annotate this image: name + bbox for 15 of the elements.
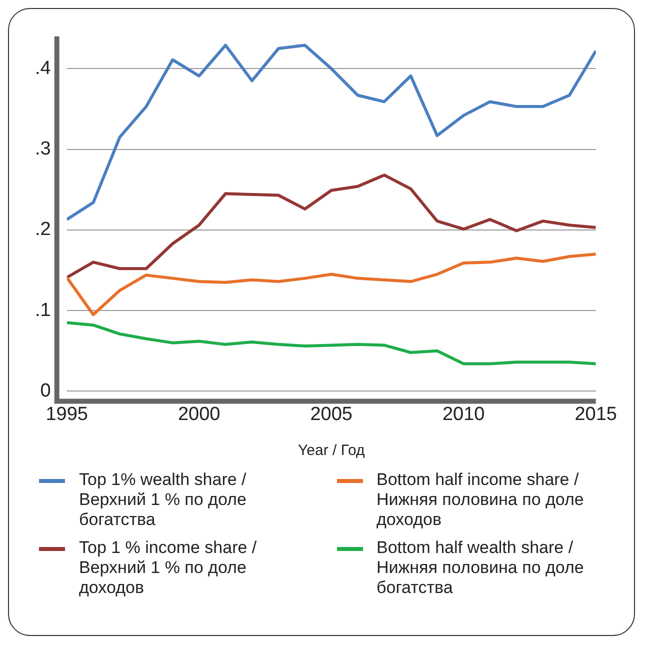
- legend-label: Bottom half income share / Нижняя половина по доле доходов: [376, 470, 585, 530]
- x-axis-title: Year / Год: [298, 442, 365, 460]
- y-tick-label: .4: [34, 58, 52, 79]
- x-tick-label: 2010: [442, 404, 485, 425]
- y-tick-label: .2: [34, 219, 51, 240]
- legend-label: Top 1 % income share / Верхний 1 % по доле доходов: [79, 538, 258, 598]
- y-tick-label: .1: [34, 300, 51, 321]
- x-tick-label: 2005: [310, 404, 352, 425]
- x-tick-label: 2015: [574, 404, 618, 425]
- legend-label: Top 1% wealth share / Верхний 1 % по доле богатства: [79, 470, 248, 530]
- y-tick-label: 0: [40, 380, 51, 402]
- x-tick-label: 1995: [46, 404, 88, 425]
- x-tick-label: 2000: [178, 404, 220, 425]
- legend-label: Bottom half wealth share / Нижняя половина по доле богатства: [376, 538, 585, 598]
- y-tick-label: .3: [34, 138, 51, 160]
